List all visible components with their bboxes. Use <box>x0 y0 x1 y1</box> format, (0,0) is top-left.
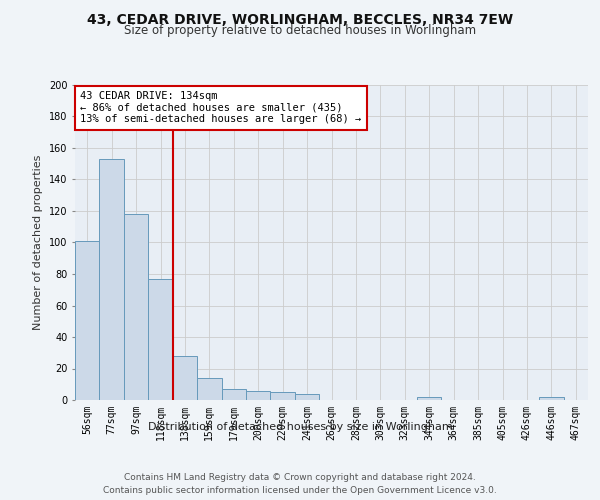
Bar <box>197 378 221 400</box>
Bar <box>539 397 563 400</box>
Bar <box>246 390 271 400</box>
Y-axis label: Number of detached properties: Number of detached properties <box>34 155 43 330</box>
Text: Size of property relative to detached houses in Worlingham: Size of property relative to detached ho… <box>124 24 476 37</box>
Bar <box>271 392 295 400</box>
Bar <box>148 278 173 400</box>
Bar <box>221 389 246 400</box>
Bar <box>417 397 442 400</box>
Bar <box>75 241 100 400</box>
Bar <box>100 159 124 400</box>
Bar <box>295 394 319 400</box>
Text: Contains HM Land Registry data © Crown copyright and database right 2024.
Contai: Contains HM Land Registry data © Crown c… <box>103 474 497 495</box>
Text: Distribution of detached houses by size in Worlingham: Distribution of detached houses by size … <box>148 422 452 432</box>
Bar <box>173 356 197 400</box>
Text: 43 CEDAR DRIVE: 134sqm
← 86% of detached houses are smaller (435)
13% of semi-de: 43 CEDAR DRIVE: 134sqm ← 86% of detached… <box>80 92 361 124</box>
Text: 43, CEDAR DRIVE, WORLINGHAM, BECCLES, NR34 7EW: 43, CEDAR DRIVE, WORLINGHAM, BECCLES, NR… <box>87 12 513 26</box>
Bar <box>124 214 148 400</box>
